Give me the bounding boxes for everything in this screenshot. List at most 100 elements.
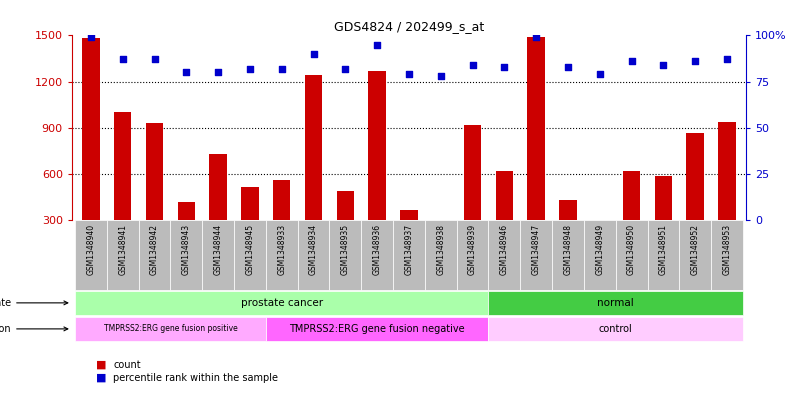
Point xyxy=(117,56,129,62)
Point xyxy=(307,51,320,57)
Bar xyxy=(209,154,227,220)
Bar xyxy=(488,317,743,341)
Bar xyxy=(584,220,616,290)
Point xyxy=(498,64,511,70)
Bar xyxy=(82,39,100,220)
Text: GSM1348942: GSM1348942 xyxy=(150,224,159,275)
Bar xyxy=(107,220,139,290)
Point xyxy=(562,64,575,70)
Text: GSM1348951: GSM1348951 xyxy=(659,224,668,275)
Text: percentile rank within the sample: percentile rank within the sample xyxy=(113,373,279,383)
Point xyxy=(434,73,447,79)
Text: TMPRSS2:ERG gene fusion positive: TMPRSS2:ERG gene fusion positive xyxy=(104,324,237,333)
Text: GSM1348949: GSM1348949 xyxy=(595,224,604,275)
Text: ■: ■ xyxy=(96,373,106,383)
Bar xyxy=(559,200,577,220)
Bar xyxy=(401,209,417,220)
Point xyxy=(243,66,256,72)
Text: GSM1348938: GSM1348938 xyxy=(437,224,445,275)
Text: GSM1348940: GSM1348940 xyxy=(86,224,96,275)
Point xyxy=(275,66,288,72)
Text: GSM1348937: GSM1348937 xyxy=(405,224,413,275)
Bar xyxy=(623,171,640,220)
Bar xyxy=(679,220,711,290)
Bar xyxy=(75,220,107,290)
Point xyxy=(85,34,97,40)
Bar xyxy=(114,112,132,220)
Bar xyxy=(146,123,164,220)
Bar xyxy=(393,220,425,290)
Bar xyxy=(425,220,456,290)
Point xyxy=(721,56,733,62)
Text: GSM1348936: GSM1348936 xyxy=(373,224,381,275)
Point xyxy=(211,69,224,75)
Bar xyxy=(75,317,266,341)
Bar xyxy=(266,220,298,290)
Bar xyxy=(520,220,552,290)
Text: normal: normal xyxy=(598,298,634,308)
Bar xyxy=(139,220,171,290)
Text: GSM1348948: GSM1348948 xyxy=(563,224,572,275)
Bar xyxy=(369,71,386,220)
Text: prostate cancer: prostate cancer xyxy=(241,298,323,308)
Text: GSM1348935: GSM1348935 xyxy=(341,224,350,275)
Point xyxy=(594,71,606,77)
Text: ■: ■ xyxy=(96,360,106,370)
Text: control: control xyxy=(598,324,633,334)
Bar xyxy=(654,176,672,220)
Bar xyxy=(464,125,481,220)
Bar xyxy=(527,37,545,220)
Text: GSM1348943: GSM1348943 xyxy=(182,224,191,275)
Text: GSM1348947: GSM1348947 xyxy=(531,224,541,275)
Bar xyxy=(488,291,743,314)
Bar xyxy=(711,220,743,290)
Text: GSM1348952: GSM1348952 xyxy=(691,224,700,275)
Bar xyxy=(273,180,290,220)
Bar xyxy=(241,187,259,220)
Point xyxy=(180,69,192,75)
Point xyxy=(530,34,543,40)
Text: GSM1348941: GSM1348941 xyxy=(118,224,127,275)
Bar xyxy=(171,220,202,290)
Bar xyxy=(718,122,736,220)
Bar xyxy=(591,220,609,240)
Bar xyxy=(75,291,488,314)
Text: GSM1348933: GSM1348933 xyxy=(277,224,286,275)
Bar xyxy=(234,220,266,290)
Bar xyxy=(337,191,354,220)
Text: GSM1348946: GSM1348946 xyxy=(500,224,509,275)
Point xyxy=(148,56,161,62)
Title: GDS4824 / 202499_s_at: GDS4824 / 202499_s_at xyxy=(334,20,484,33)
Point xyxy=(626,58,638,64)
Point xyxy=(371,42,384,48)
Bar xyxy=(616,220,647,290)
Bar xyxy=(298,220,330,290)
Point xyxy=(339,66,352,72)
Bar xyxy=(202,220,234,290)
Text: GSM1348945: GSM1348945 xyxy=(246,224,255,275)
Text: GSM1348944: GSM1348944 xyxy=(214,224,223,275)
Bar xyxy=(266,317,488,341)
Text: disease state: disease state xyxy=(0,298,68,308)
Bar xyxy=(456,220,488,290)
Bar xyxy=(330,220,361,290)
Bar xyxy=(552,220,584,290)
Text: GSM1348939: GSM1348939 xyxy=(468,224,477,275)
Text: TMPRSS2:ERG gene fusion negative: TMPRSS2:ERG gene fusion negative xyxy=(290,324,465,334)
Point xyxy=(466,62,479,68)
Bar xyxy=(488,220,520,290)
Bar xyxy=(496,171,513,220)
Text: GSM1348934: GSM1348934 xyxy=(309,224,318,275)
Text: count: count xyxy=(113,360,141,370)
Text: GSM1348953: GSM1348953 xyxy=(722,224,732,275)
Point xyxy=(402,71,415,77)
Bar xyxy=(647,220,679,290)
Bar xyxy=(361,220,393,290)
Point xyxy=(657,62,670,68)
Bar xyxy=(686,132,704,220)
Text: genotype/variation: genotype/variation xyxy=(0,324,68,334)
Text: GSM1348950: GSM1348950 xyxy=(627,224,636,275)
Bar xyxy=(432,220,449,243)
Point xyxy=(689,58,701,64)
Bar xyxy=(305,75,322,220)
